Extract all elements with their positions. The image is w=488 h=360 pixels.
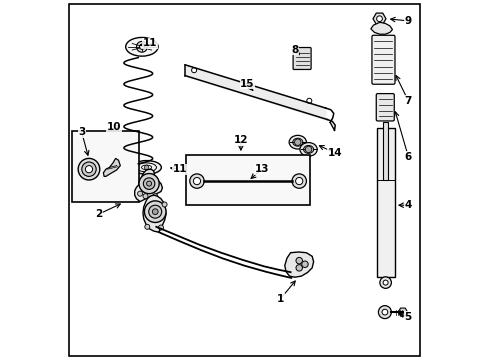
Text: 8: 8 [291,45,298,55]
Text: 12: 12 [233,135,247,145]
Circle shape [162,202,167,207]
Bar [376,128,394,277]
Circle shape [137,191,142,196]
Circle shape [376,16,382,22]
Circle shape [191,68,196,73]
Text: 7: 7 [404,96,411,106]
Text: 1: 1 [276,294,284,304]
Circle shape [144,165,148,170]
Polygon shape [372,13,385,24]
FancyBboxPatch shape [371,35,394,84]
Polygon shape [103,158,120,176]
Circle shape [189,174,204,188]
FancyBboxPatch shape [292,48,310,69]
Ellipse shape [125,37,158,56]
Circle shape [294,139,301,145]
Circle shape [305,146,311,153]
FancyBboxPatch shape [375,94,393,121]
Text: 2: 2 [95,209,102,219]
Circle shape [142,194,148,199]
Ellipse shape [288,135,306,149]
Circle shape [295,265,302,271]
Circle shape [144,201,166,222]
Circle shape [158,225,163,230]
Text: 14: 14 [327,148,342,158]
Bar [382,122,387,180]
Text: 11: 11 [172,164,186,174]
Text: 6: 6 [404,152,411,162]
Circle shape [306,98,311,103]
Polygon shape [370,22,392,34]
Polygon shape [284,252,313,277]
Circle shape [295,177,302,185]
Circle shape [148,205,162,218]
Text: 9: 9 [404,16,411,26]
Circle shape [378,306,390,319]
Circle shape [295,257,302,264]
Text: 3: 3 [78,127,85,138]
Text: 4: 4 [404,200,411,210]
Ellipse shape [299,143,317,156]
Circle shape [144,224,149,229]
Ellipse shape [303,145,313,153]
Circle shape [291,174,306,188]
Bar [72,131,139,202]
Circle shape [146,181,151,186]
Ellipse shape [292,138,302,146]
Polygon shape [134,169,162,202]
Text: 15: 15 [240,78,254,89]
Circle shape [301,261,307,267]
Circle shape [152,194,158,199]
Circle shape [152,209,158,215]
Text: 10: 10 [107,122,121,132]
Circle shape [193,177,200,185]
Circle shape [139,44,144,49]
Text: 11: 11 [142,38,157,48]
Circle shape [81,162,96,176]
Circle shape [85,166,92,173]
Polygon shape [142,195,166,232]
Text: 13: 13 [254,164,268,174]
Circle shape [139,174,159,194]
Bar [186,155,310,205]
Circle shape [143,178,155,189]
Polygon shape [397,308,407,316]
Text: 5: 5 [404,312,411,322]
Circle shape [382,280,387,285]
Circle shape [136,41,147,52]
Ellipse shape [132,161,161,174]
Circle shape [381,309,387,315]
Circle shape [78,158,100,180]
Circle shape [379,277,390,288]
